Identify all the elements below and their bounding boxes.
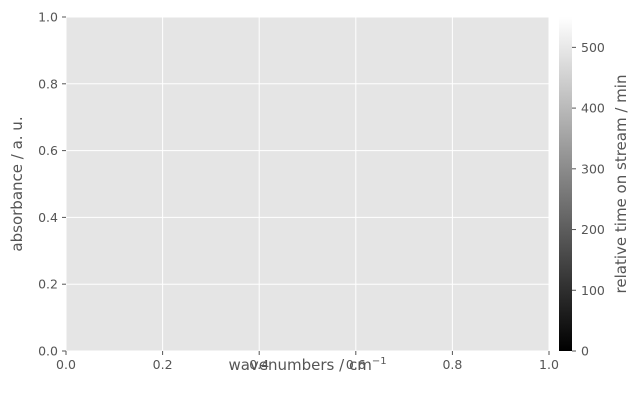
axes: 0.0 0.2 0.4 0.6 0.8 1.0 0.0 0.2 0.4 0.6 0.8 1.0: [38, 10, 559, 373]
colorbar-tick-label: 300: [581, 161, 605, 176]
plot-area: [66, 17, 549, 351]
x-axis-title-text: wavenumbers / cm: [228, 356, 371, 374]
x-tick-label: 0.4: [249, 357, 269, 372]
colorbar-tick-label: 0: [581, 344, 589, 359]
y-tick-label: 1.0: [38, 10, 58, 25]
y-tick-label: 0.4: [38, 210, 58, 225]
colorbar-tick-label: 100: [581, 283, 605, 298]
colorbar-ticks: 0 100 200 300 400 500: [572, 40, 605, 359]
colorbar-title: relative time on stream / min: [612, 75, 630, 294]
x-tick-label: 0.0: [56, 357, 76, 372]
x-axis-title: wavenumbers / cm−1: [228, 356, 386, 374]
x-tick-label: 0.6: [346, 357, 366, 372]
y-tick-label: 0.6: [38, 143, 58, 158]
colorbar-tick-label: 200: [581, 222, 605, 237]
x-tick-label: 1.0: [539, 357, 559, 372]
colorbar: [559, 17, 572, 351]
x-tick-label: 0.2: [153, 357, 173, 372]
colorbar-tick-label: 400: [581, 101, 605, 116]
y-tick-label: 0.8: [38, 76, 58, 91]
y-axis-title: absorbance / a. u.: [8, 116, 26, 251]
grid-lines: [65, 16, 550, 352]
x-axis-title-superscript: −1: [372, 356, 387, 367]
y-tick-label: 0.0: [38, 344, 58, 359]
y-tick-label: 0.2: [38, 277, 58, 292]
x-tick-label: 0.8: [442, 357, 462, 372]
colorbar-tick-label: 500: [581, 40, 605, 55]
